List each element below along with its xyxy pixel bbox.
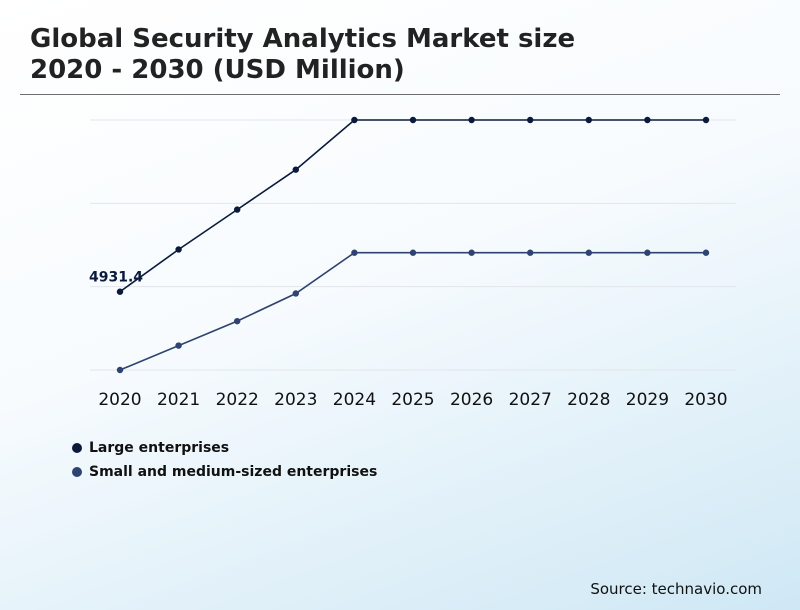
x-tick-label: 2023 <box>274 390 317 410</box>
x-tick-label: 2026 <box>450 390 493 410</box>
x-tick-label: 2024 <box>333 390 376 410</box>
legend-label-large-enterprises: Large enterprises <box>89 440 230 456</box>
legend-item-smb: Small and medium-sized enterprises <box>72 460 377 484</box>
data-point <box>234 206 241 213</box>
legend-marker-smb <box>72 467 82 477</box>
chart-title-line-2: 2020 - 2030 (USD Million) <box>30 55 405 85</box>
series-lines <box>119 119 706 371</box>
x-tick-label: 2029 <box>626 390 669 410</box>
source-credit: Source: technavio.com <box>590 580 762 598</box>
data-point <box>585 249 592 256</box>
x-tick-label: 2022 <box>216 390 259 410</box>
legend-marker-large-enterprises <box>72 443 82 453</box>
x-tick-label: 2030 <box>684 390 727 410</box>
legend-item-large-enterprises: Large enterprises <box>72 436 377 460</box>
data-point <box>116 288 124 295</box>
data-point <box>527 116 534 124</box>
x-axis-ticks: 2020 2021 2022 2023 2024 2025 2026 2027 2028 2029… <box>98 390 727 410</box>
chart-title: Global Security Analytics Market size 20… <box>30 24 575 86</box>
data-point <box>116 366 124 374</box>
data-point <box>527 249 534 256</box>
data-label: 4931.4 <box>89 270 143 286</box>
data-point <box>175 342 182 349</box>
chart-title-line-1: Global Security Analytics Market size <box>30 24 576 54</box>
data-labels: 4931.4 <box>89 270 143 286</box>
title-divider <box>20 94 780 95</box>
data-point <box>702 249 710 256</box>
legend-label-smb: Small and medium-sized enterprises <box>89 464 378 480</box>
data-point <box>644 249 651 256</box>
data-point <box>351 249 358 256</box>
data-point <box>234 317 241 325</box>
x-tick-label: 2020 <box>98 390 141 410</box>
data-point <box>409 249 417 256</box>
data-point <box>644 116 651 124</box>
data-point <box>468 249 475 256</box>
legend: Large enterprises Small and medium-sized… <box>72 436 377 484</box>
series-points <box>116 116 710 374</box>
series-line-1 <box>119 251 706 371</box>
gridlines <box>90 119 736 371</box>
x-tick-label: 2021 <box>157 390 200 410</box>
data-point <box>468 116 475 124</box>
x-tick-label: 2025 <box>391 390 434 410</box>
data-point <box>585 116 592 124</box>
data-point <box>292 290 299 297</box>
x-tick-label: 2028 <box>567 390 610 410</box>
data-point <box>409 116 417 124</box>
x-tick-label: 2027 <box>509 390 552 410</box>
data-point <box>292 166 299 173</box>
data-point <box>175 246 182 253</box>
data-point <box>702 116 710 124</box>
data-point <box>351 116 358 124</box>
series-line-0 <box>119 119 706 293</box>
